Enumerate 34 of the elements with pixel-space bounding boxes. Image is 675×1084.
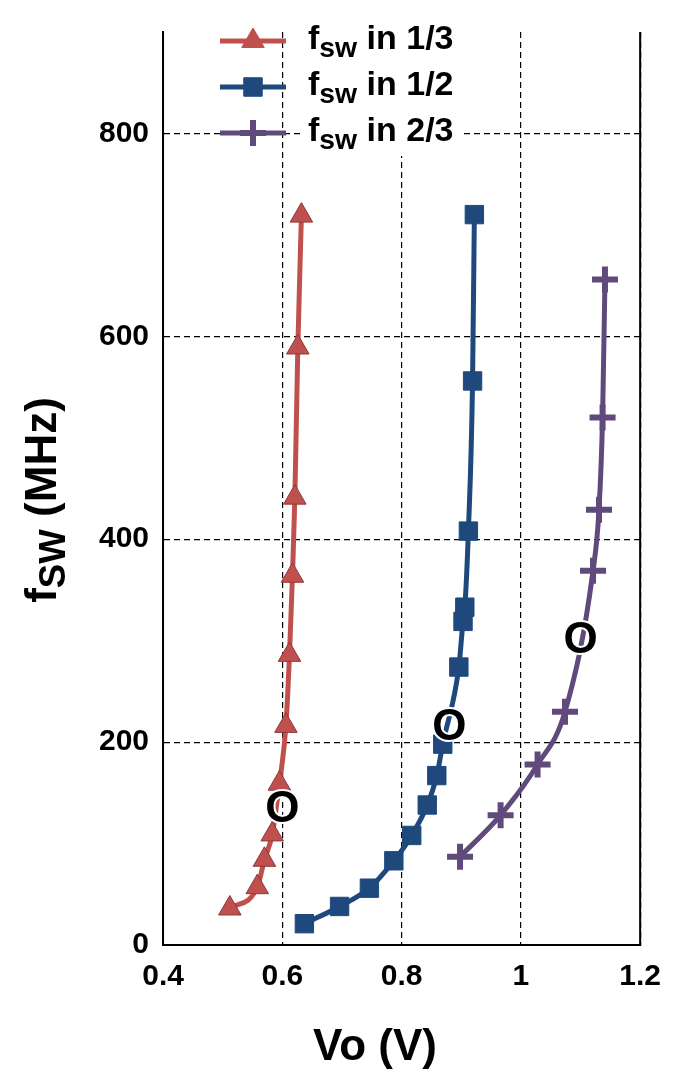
- point: [589, 404, 616, 431]
- point: [464, 204, 485, 225]
- point: [524, 751, 551, 778]
- point: [455, 597, 475, 617]
- point: [580, 557, 607, 584]
- x-tick-label: 1.2: [619, 958, 662, 992]
- point: [586, 496, 612, 523]
- y-tick-label: 400: [98, 520, 150, 554]
- x-tick-label: 1: [512, 958, 530, 992]
- legend-label: f$_{sw}$ in 1/2: [302, 64, 460, 110]
- point: [458, 521, 479, 541]
- y-tick-label: 800: [98, 114, 150, 148]
- y-tick-label: 0: [132, 926, 150, 960]
- point: [449, 657, 469, 677]
- point: [359, 878, 380, 898]
- point: [447, 843, 474, 870]
- point: [591, 266, 618, 293]
- legend-label: f$_{sw}$ in 1/3: [302, 18, 460, 64]
- point: [402, 825, 422, 846]
- x-tick-label: 0.8: [380, 958, 423, 992]
- x-axis-title: Vo (V): [312, 1020, 438, 1070]
- y-tick-label: 600: [98, 317, 150, 351]
- legend-label: f$_{sw}$ in 2/3: [302, 110, 460, 156]
- point: [294, 914, 315, 934]
- point: [427, 765, 447, 786]
- point: [384, 851, 404, 871]
- point: [329, 896, 350, 917]
- point: [487, 802, 514, 829]
- point: [462, 371, 483, 391]
- y-tick-label: 200: [98, 723, 150, 757]
- point: [552, 698, 579, 725]
- x-tick-label: 0.4: [142, 958, 185, 992]
- x-tick-label: 0.6: [261, 958, 304, 992]
- point: [417, 795, 437, 815]
